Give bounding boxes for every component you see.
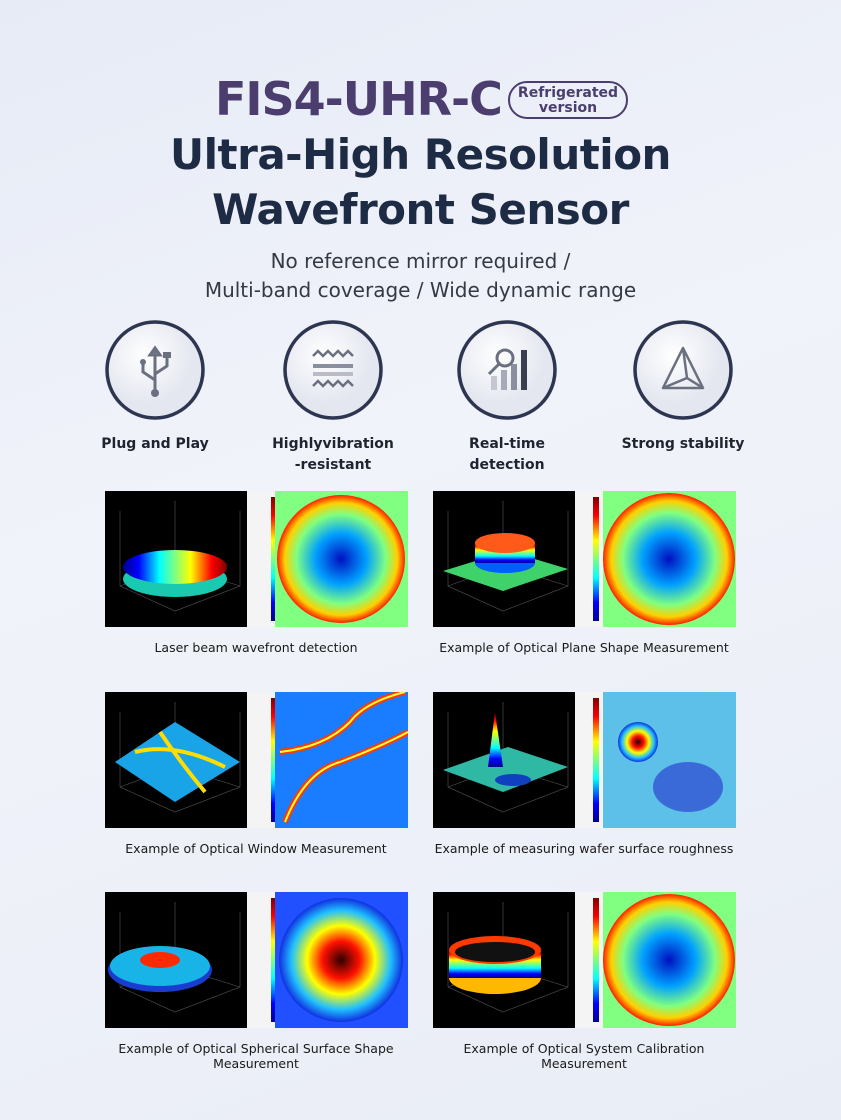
example-caption: Example of Optical Spherical Surface Sha… bbox=[118, 1041, 394, 1071]
feature-label-line: -resistant bbox=[294, 457, 372, 473]
feature-label: Real-time detection bbox=[422, 434, 592, 476]
example-image bbox=[105, 491, 408, 627]
feature-label: Plug and Play bbox=[70, 434, 240, 455]
icon-graphic bbox=[633, 320, 733, 420]
example-graphic bbox=[433, 491, 736, 627]
feature-icon bbox=[280, 317, 386, 423]
example-caption: Laser beam wavefront detection bbox=[154, 640, 358, 655]
feature-icon bbox=[454, 317, 560, 423]
example-graphic bbox=[433, 892, 736, 1028]
subtitle: Wavefront Sensor bbox=[212, 185, 629, 234]
tagline: Multi-band coverage / Wide dynamic range bbox=[204, 278, 637, 302]
feature-label-line: detection bbox=[469, 457, 545, 473]
example-caption: Example of Optical Plane Shape Measureme… bbox=[439, 640, 729, 655]
example-graphic bbox=[433, 692, 736, 828]
example-caption: Example of Optical System Calibration Me… bbox=[463, 1041, 705, 1071]
badge-line: version bbox=[538, 100, 598, 116]
icon-graphic bbox=[283, 320, 383, 420]
example-graphic bbox=[105, 892, 408, 1028]
example-image bbox=[105, 892, 408, 1028]
example-graphic bbox=[105, 689, 410, 828]
example-image bbox=[433, 892, 736, 1028]
feature-icon bbox=[630, 317, 736, 423]
feature-label: Highlyvibration -resistant bbox=[248, 434, 418, 476]
feature-label-line: Real-time bbox=[469, 436, 545, 452]
example-caption: Example of Optical Window Measurement bbox=[125, 841, 387, 856]
icon-graphic bbox=[457, 320, 557, 420]
subtitle: Ultra-High Resolution bbox=[170, 130, 671, 179]
badge: Refrigerated version bbox=[508, 81, 628, 119]
feature-label-line: Highlyvibration bbox=[272, 436, 394, 452]
feature-icon bbox=[102, 317, 208, 423]
example-caption: Example of measuring wafer surface rough… bbox=[434, 841, 734, 856]
feature-label-line: Plug and Play bbox=[101, 436, 209, 452]
example-image bbox=[105, 689, 410, 828]
example-image bbox=[433, 491, 736, 627]
badge-line: Refrigerated bbox=[517, 85, 619, 101]
example-image bbox=[433, 692, 736, 828]
example-graphic bbox=[105, 491, 408, 627]
feature-label: Strong stability bbox=[598, 434, 768, 455]
title: FIS4-UHR-C bbox=[215, 72, 503, 126]
feature-label-line: Strong stability bbox=[621, 436, 745, 452]
tagline: No reference mirror required / bbox=[270, 249, 571, 273]
icon-graphic bbox=[105, 320, 205, 420]
